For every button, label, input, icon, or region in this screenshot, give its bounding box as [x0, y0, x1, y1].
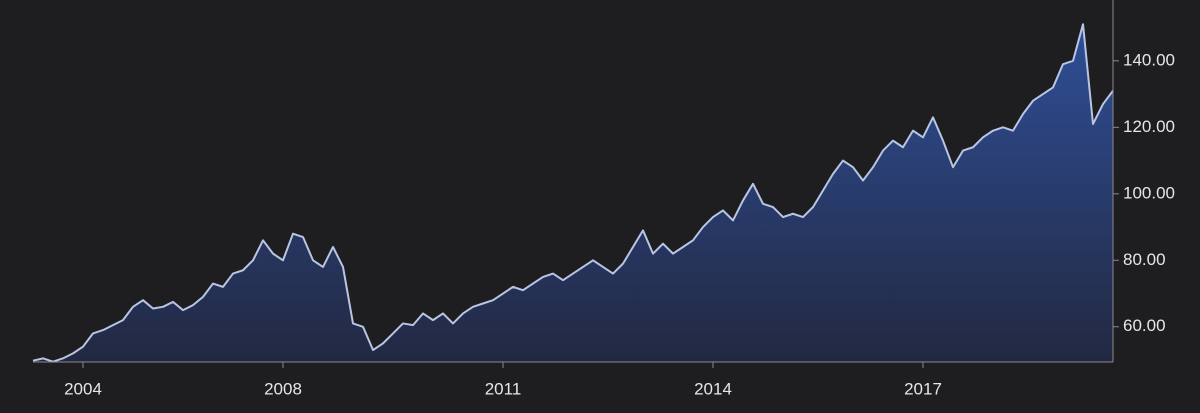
x-tick-label: 2008 — [264, 379, 302, 398]
x-tick-label: 2011 — [485, 379, 522, 398]
x-tick-label: 2004 — [64, 379, 102, 398]
y-tick-label: 80.00 — [1123, 250, 1166, 269]
line — [32, 23, 1114, 363]
y-tick-label: 120.00 — [1123, 117, 1175, 136]
y-tick-label: 100.00 — [1123, 183, 1175, 202]
area-fill — [33, 24, 1113, 363]
x-tick-label: 2014 — [694, 379, 732, 398]
x-tick-label: 2017 — [904, 379, 942, 398]
y-tick-label: 140.00 — [1123, 50, 1175, 69]
y-tick-label: 60.00 — [1123, 316, 1166, 335]
